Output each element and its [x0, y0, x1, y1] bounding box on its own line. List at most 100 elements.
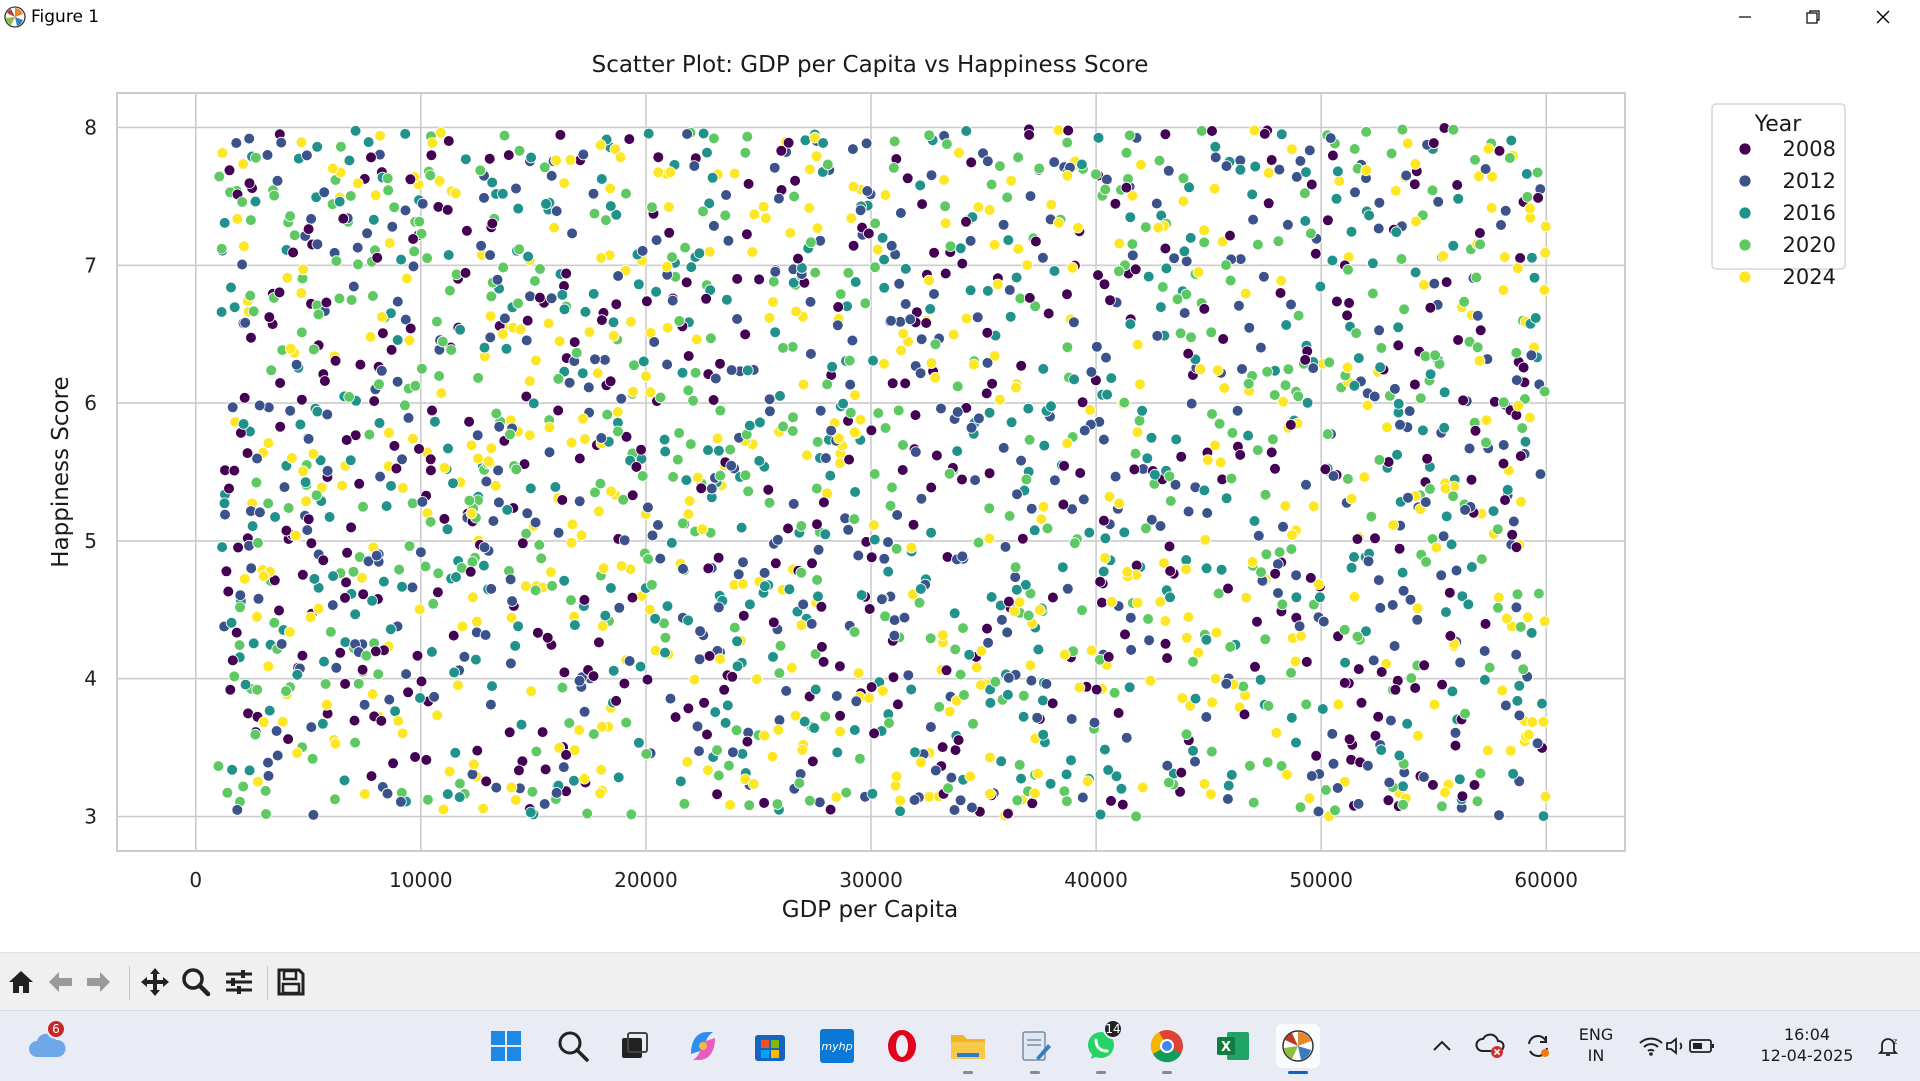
scatter-point [649, 612, 661, 625]
scatter-point [949, 643, 961, 656]
quick-settings-button[interactable] [1628, 1024, 1726, 1068]
scatter-point [1024, 292, 1036, 304]
scatter-point [727, 746, 739, 758]
scatter-point [1331, 295, 1343, 308]
restore-button[interactable] [1778, 0, 1848, 34]
scatter-point [1272, 558, 1284, 570]
scatter-point [1273, 163, 1286, 176]
taskbar-start[interactable] [484, 1024, 528, 1068]
zoom-button[interactable] [179, 965, 213, 999]
search-icon [558, 1031, 589, 1062]
scatter-point [994, 160, 1006, 172]
scatter-point [960, 216, 972, 228]
scatter-point [810, 150, 823, 162]
scatter-point [735, 521, 748, 534]
taskbar-opera[interactable] [880, 1024, 924, 1068]
scatter-point [1444, 586, 1456, 599]
minimize-button[interactable] [1710, 0, 1780, 34]
scatter-point [703, 650, 716, 662]
scatter-point [751, 673, 763, 685]
sync-tray-icon[interactable] [1516, 1024, 1560, 1068]
pan-button[interactable] [138, 965, 172, 999]
scatter-point [1320, 784, 1332, 796]
scatter-point [1031, 711, 1043, 724]
language-indicator[interactable]: ENG IN [1570, 1024, 1622, 1066]
scatter-point [1393, 749, 1406, 762]
scatter-point [805, 348, 817, 360]
scatter-point [472, 372, 484, 384]
scatter-point [830, 791, 842, 803]
scatter-point [895, 207, 907, 219]
home-button[interactable] [4, 965, 38, 999]
scatter-point [842, 267, 855, 279]
onedrive-tray-icon[interactable] [1468, 1024, 1512, 1068]
scatter-point [1013, 596, 1026, 609]
scatter-point [834, 660, 846, 672]
taskbar-notepad[interactable] [1013, 1024, 1057, 1074]
back-button[interactable] [43, 965, 77, 999]
scatter-point [793, 777, 806, 789]
taskbar-copilot[interactable] [681, 1024, 725, 1068]
close-button[interactable] [1848, 0, 1918, 34]
scatter-point [652, 166, 665, 179]
save-button[interactable] [274, 965, 308, 999]
taskbar-chrome[interactable] [1145, 1024, 1189, 1074]
scatter-point [1510, 409, 1523, 421]
scatter-point [1231, 404, 1244, 417]
scatter-point [1090, 683, 1103, 696]
taskbar-python-figure[interactable] [1276, 1024, 1320, 1074]
scatter-point [902, 669, 915, 681]
taskbar-myhp[interactable]: myhp [815, 1024, 859, 1068]
scatter-point [1042, 307, 1055, 320]
scatter-point [1310, 749, 1322, 762]
clock[interactable]: 16:04 12-04-2025 [1752, 1024, 1862, 1066]
scatter-point [1411, 602, 1424, 614]
scatter-point [989, 675, 1002, 688]
scatter-point [747, 778, 760, 790]
scatter-point [796, 744, 809, 756]
scatter-point [1409, 682, 1421, 694]
scatter-point [736, 748, 749, 760]
scatter-point [1504, 152, 1516, 164]
notifications-button[interactable]: z [1870, 1024, 1906, 1068]
weather-widget[interactable]: 6 [25, 1019, 69, 1068]
taskbar-microsoft-store[interactable] [748, 1024, 792, 1068]
taskbar-file-explorer[interactable] [946, 1024, 990, 1074]
scatter-point [1511, 695, 1524, 707]
scatter-point [484, 331, 497, 344]
show-hidden-icons-button[interactable] [1420, 1024, 1464, 1068]
scatter-point [915, 756, 927, 769]
scatter-point [1020, 473, 1033, 486]
taskbar-task-view[interactable] [612, 1024, 656, 1068]
forward-button[interactable] [82, 965, 116, 999]
scatter-point [351, 241, 364, 254]
scatter-point [305, 213, 317, 225]
scatter-point [831, 319, 844, 332]
scatter-point [628, 359, 640, 372]
scatter-point [1331, 782, 1344, 794]
scatter-point [924, 632, 937, 645]
scatter-point [1068, 316, 1080, 329]
scatter-point [212, 760, 225, 772]
scatter-point [425, 464, 437, 477]
scatter-point [339, 592, 351, 604]
taskbar-excel[interactable]: X [1211, 1024, 1255, 1068]
scatter-point [818, 496, 830, 509]
scatter-point [1501, 612, 1513, 625]
taskbar-search[interactable] [551, 1024, 595, 1068]
scatter-point [1113, 237, 1126, 250]
scatter-point [1358, 471, 1371, 483]
scatter-point [711, 788, 723, 800]
scatter-point [1200, 633, 1213, 646]
home-icon [9, 971, 33, 993]
scatter-point [1161, 652, 1173, 664]
scatter-point [401, 272, 413, 285]
scatter-point [581, 807, 593, 820]
scatter-point [1164, 591, 1176, 604]
scatter-point [323, 511, 336, 523]
scatter-point [221, 786, 234, 799]
scatter-point [490, 407, 503, 420]
configure-subplots-button[interactable] [222, 965, 256, 999]
taskbar-whatsapp[interactable]: 14 [1079, 1019, 1123, 1074]
